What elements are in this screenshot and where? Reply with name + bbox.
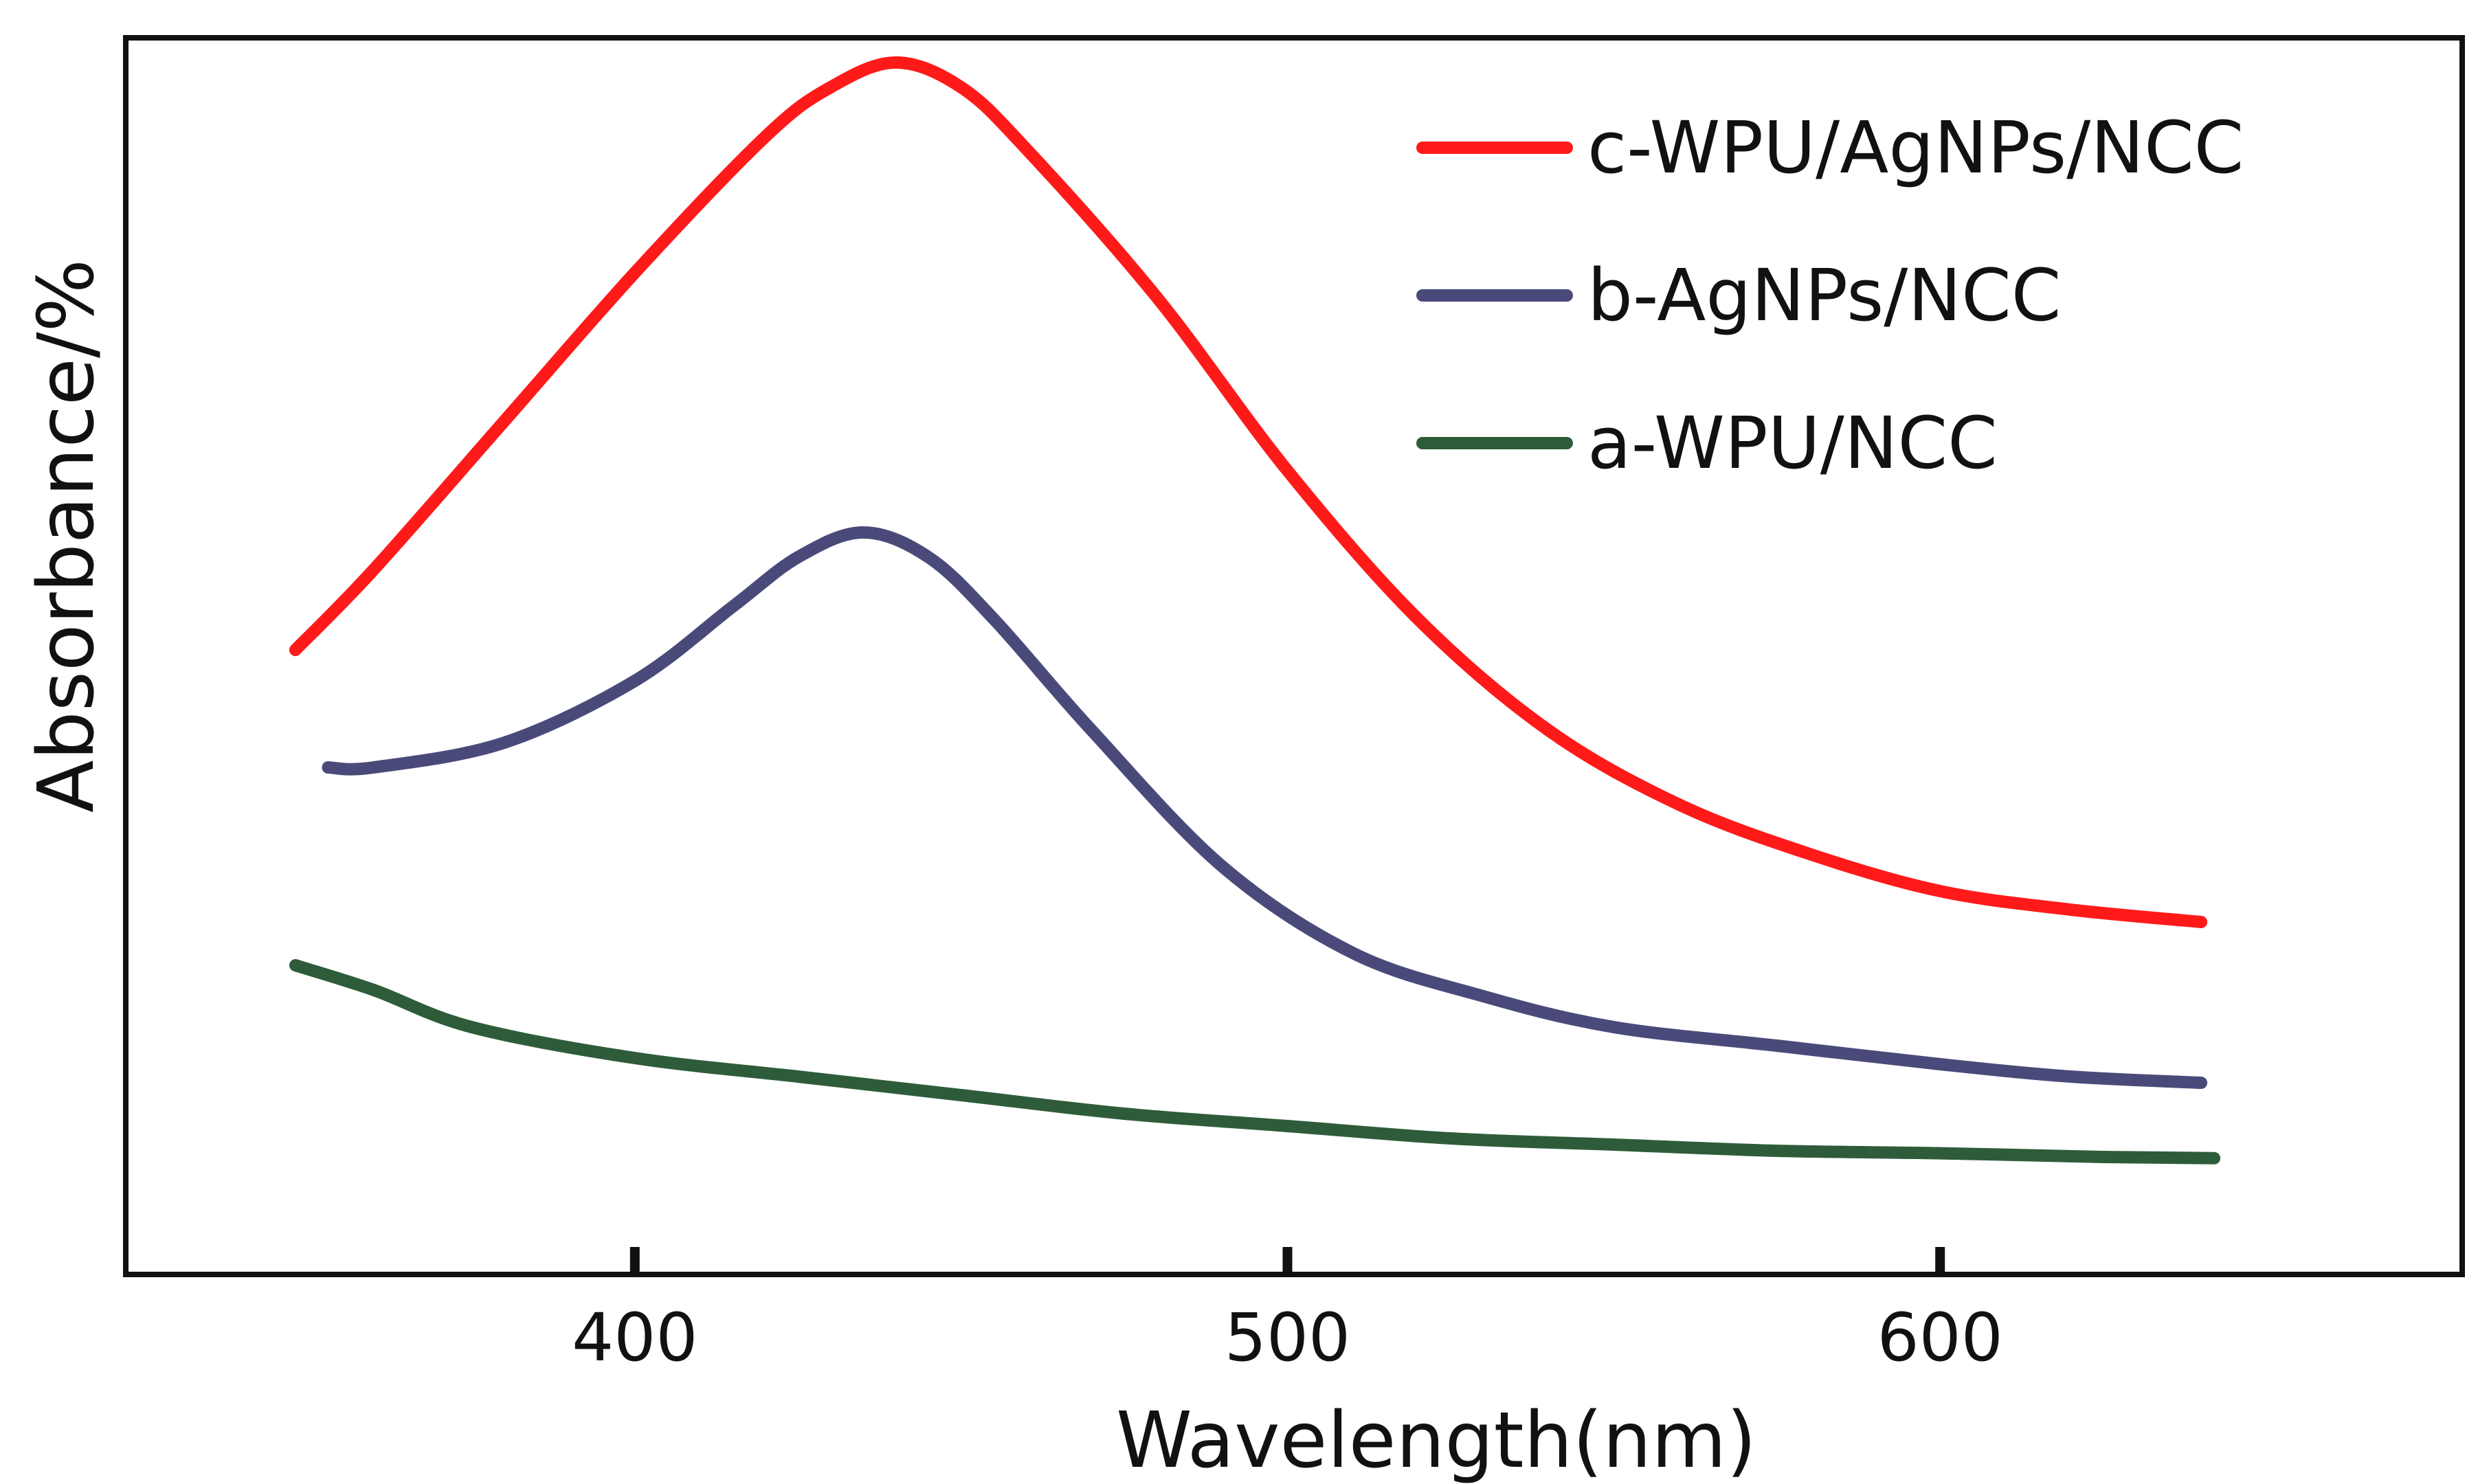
x-tick-label-500: 500 [1225,1299,1350,1376]
series-line-3 [289,959,2221,1165]
y-axis-label: Absorbance/% [22,259,111,813]
legend-label-2: b-AgNPs/NCC [1587,254,2061,337]
series-line-2 [322,526,2208,1089]
legend-label-1: c-WPU/AgNPs/NCC [1587,106,2244,190]
plot-frame [123,35,2465,1277]
x-tick-label-400: 400 [572,1299,697,1376]
legend: c-WPU/AgNPs/NCC b-AgNPs/NCC a-WPU/NCC [1416,106,2244,485]
x-tick-label-600: 600 [1877,1299,2003,1376]
x-axis-label: Wavelength(nm) [1116,1396,1756,1484]
series-layer [289,56,2221,1165]
legend-label-3: a-WPU/NCC [1587,401,1998,485]
series-line-1 [289,56,2208,928]
tick-layer: 400 500 600 [572,1247,2003,1376]
